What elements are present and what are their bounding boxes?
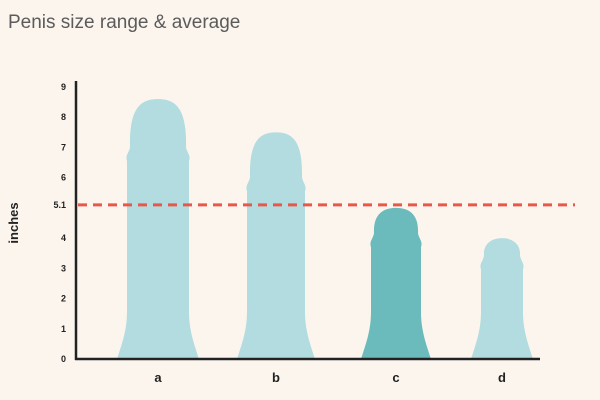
- bar-c: [361, 207, 431, 359]
- y-tick-label: 7: [61, 142, 66, 152]
- y-tick-label: 9: [61, 82, 66, 92]
- y-tick-label: 6: [61, 173, 66, 183]
- y-tick-label: 2: [61, 294, 66, 304]
- y-tick-label: 0: [61, 354, 66, 364]
- y-tick-label: 4: [61, 233, 66, 243]
- y-axis-title: inches: [6, 202, 21, 243]
- x-axis-labels: a b c d: [154, 370, 506, 385]
- bars: [117, 99, 533, 359]
- y-axis-ticks: 0 1 2 3 4 5.1 6 7 8 9: [53, 82, 66, 364]
- y-tick-label: 5.1: [53, 200, 66, 210]
- y-tick-label: 8: [61, 112, 66, 122]
- y-tick-label: 1: [61, 324, 66, 334]
- x-tick-label: b: [272, 370, 280, 385]
- y-tick-label: 3: [61, 263, 66, 273]
- x-tick-label: c: [392, 370, 399, 385]
- bar-d: [471, 238, 533, 359]
- bar-b: [237, 132, 315, 359]
- bar-a: [117, 99, 199, 359]
- chart-title: Penis size range & average: [8, 12, 241, 33]
- x-tick-label: a: [154, 370, 162, 385]
- x-tick-label: d: [498, 370, 506, 385]
